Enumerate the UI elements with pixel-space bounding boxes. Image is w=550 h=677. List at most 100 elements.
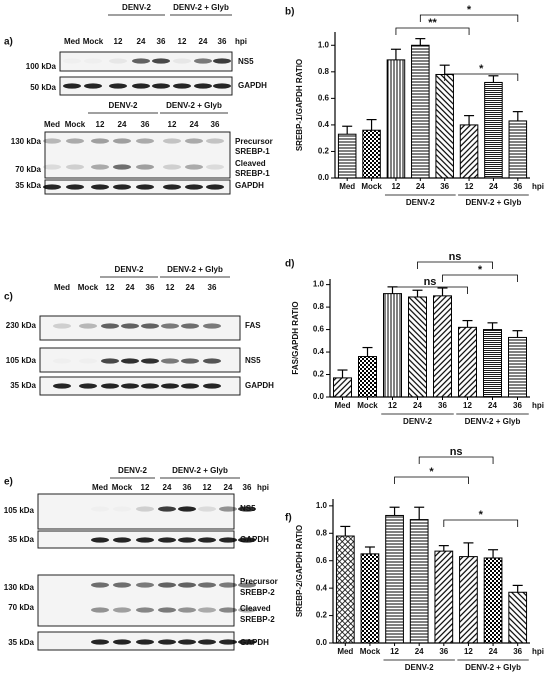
- group-label: DENV-2: [115, 265, 144, 274]
- blot-band: [132, 58, 150, 64]
- marker-label: 50 kDa: [30, 83, 56, 92]
- blot-band: [79, 383, 97, 389]
- blot-band: [198, 607, 216, 613]
- blot-band: [213, 58, 231, 64]
- lane-label: 36: [243, 483, 252, 492]
- marker-label: 35 kDa: [10, 381, 36, 390]
- x-tick-label: 36: [513, 182, 522, 191]
- x-tick-label: 12: [388, 401, 397, 410]
- marker-label: 130 kDa: [11, 137, 42, 146]
- lane-label: 36: [141, 120, 150, 129]
- bar: [483, 329, 502, 398]
- group-label: DENV-2 + Glyb: [465, 417, 521, 426]
- lane-label: 12: [106, 283, 115, 292]
- y-tick-label: 1.0: [318, 40, 330, 49]
- marker-label: 100 kDa: [26, 62, 57, 71]
- blot-band: [136, 607, 154, 613]
- marker-label: 35 kDa: [15, 181, 41, 190]
- blot-band: [181, 323, 199, 329]
- blot-band: [161, 323, 179, 329]
- significance-label: *: [429, 466, 434, 478]
- blot-band: [238, 506, 256, 512]
- y-tick-label: 0.2: [318, 147, 330, 156]
- blot-band: [213, 83, 231, 89]
- x-tick-label: 36: [440, 182, 449, 191]
- x-tick-label: 36: [438, 401, 447, 410]
- blot-band: [219, 537, 237, 543]
- lane-label: 36: [211, 120, 220, 129]
- blot-band: [91, 184, 109, 190]
- blot-band: [206, 184, 224, 190]
- blot-band: [161, 358, 179, 364]
- blot-band: [43, 184, 61, 190]
- blot-band: [194, 58, 212, 64]
- bar: [508, 120, 528, 179]
- band-name: GAPDH: [238, 81, 267, 90]
- band-name: NS5: [240, 504, 256, 513]
- band-name: SREBP-1: [235, 169, 270, 178]
- unit-label: hpi: [532, 401, 544, 410]
- band-name: SREBP-2: [240, 588, 275, 597]
- group-label: DENV-2: [118, 466, 147, 475]
- band-name: SREBP-2: [240, 615, 275, 624]
- panel-label: b): [285, 7, 294, 18]
- lane-label: 12: [178, 37, 187, 46]
- blot-band: [219, 607, 237, 613]
- significance-label: **: [428, 17, 437, 29]
- blot-band: [53, 323, 71, 329]
- blot-band: [91, 138, 109, 144]
- blot-band: [101, 358, 119, 364]
- bar: [360, 553, 380, 644]
- band-name: Cleaved: [235, 159, 266, 168]
- group-label: DENV-2 + Glyb: [465, 663, 521, 672]
- blot-band: [141, 358, 159, 364]
- unit-label: hpi: [532, 182, 544, 191]
- blot-band: [113, 164, 131, 170]
- y-tick-label: 0.4: [316, 583, 328, 592]
- x-tick-label: 24: [413, 401, 422, 410]
- lane-label: 12: [203, 483, 212, 492]
- y-axis-label: SREBP-1/GAPDH RATIO: [295, 59, 304, 151]
- x-tick-label: 24: [415, 647, 424, 656]
- group-label: DENV-2: [122, 3, 151, 12]
- lane-label: 36: [218, 37, 227, 46]
- lane-label: 36: [208, 283, 217, 292]
- band-name: GAPDH: [245, 381, 274, 390]
- blot-band: [84, 83, 102, 89]
- bar: [435, 73, 454, 179]
- marker-label: 70 kDa: [15, 165, 41, 174]
- blot-band: [181, 358, 199, 364]
- blot-band: [238, 639, 256, 645]
- lane-label: 24: [126, 283, 135, 292]
- x-tick-label: 12: [465, 182, 474, 191]
- x-tick-label: Med: [337, 647, 353, 656]
- blot-band: [91, 164, 109, 170]
- bar: [434, 550, 454, 644]
- blot-band: [136, 582, 154, 588]
- blot-band: [79, 358, 97, 363]
- blot-band: [113, 639, 131, 645]
- blot-band: [238, 537, 256, 543]
- lane-label: 24: [224, 483, 233, 492]
- lane-label: 12: [141, 483, 150, 492]
- y-tick-label: 0.4: [313, 347, 325, 356]
- group-label: DENV-2: [406, 198, 435, 207]
- blot-band: [219, 506, 237, 512]
- blot-band: [238, 582, 256, 588]
- blot-band: [163, 184, 181, 190]
- y-tick-label: 0.2: [313, 370, 325, 379]
- bar: [458, 326, 477, 398]
- blot-band: [141, 323, 159, 329]
- blot-band: [163, 138, 181, 144]
- lane-label: Med: [54, 283, 70, 292]
- y-tick-label: 0.8: [318, 67, 330, 76]
- blot-band: [113, 184, 131, 190]
- significance-bracket: [394, 476, 469, 484]
- blot-frame: [44, 131, 231, 179]
- band-name: GAPDH: [240, 638, 269, 647]
- group-label: DENV-2 + Glyb: [167, 265, 223, 274]
- blot-band: [53, 358, 71, 363]
- blot-band: [113, 582, 131, 588]
- blot-band: [121, 323, 139, 329]
- band-name: GAPDH: [240, 535, 269, 544]
